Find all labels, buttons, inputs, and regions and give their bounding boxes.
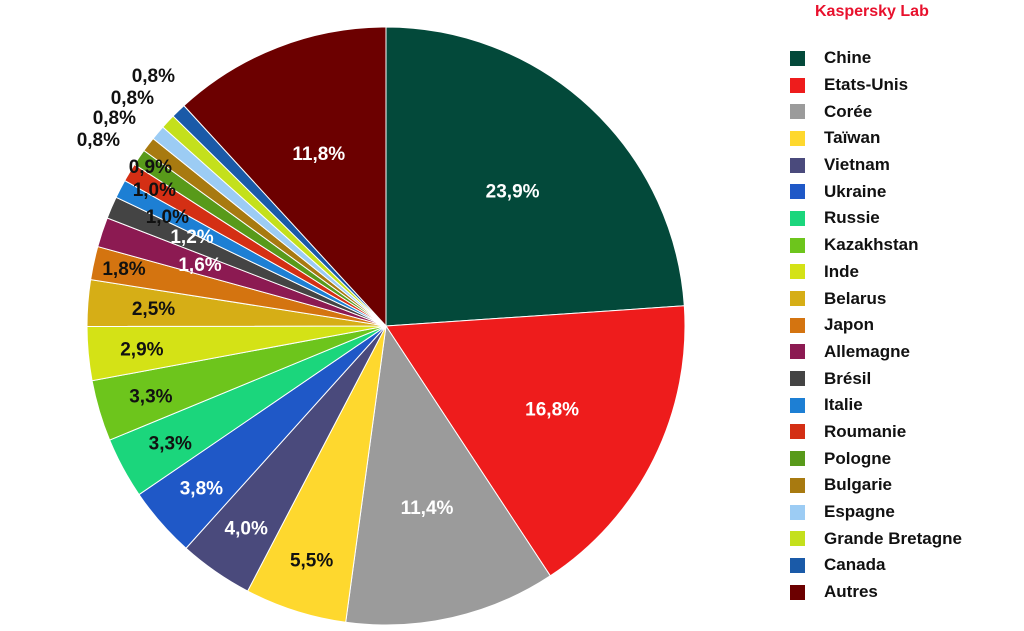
legend-label: Allemagne bbox=[824, 341, 910, 361]
legend-label: Pologne bbox=[824, 448, 892, 468]
legend-label: Belarus bbox=[824, 288, 887, 308]
legend-item: Taïwan bbox=[790, 125, 962, 152]
slice-value-label: 1,0% bbox=[133, 180, 176, 201]
legend-swatch bbox=[790, 397, 805, 413]
legend-label: Taïwan bbox=[824, 128, 881, 148]
legend-item: Espagne bbox=[790, 499, 962, 526]
legend-swatch bbox=[790, 130, 805, 146]
slice-value-label: 1,8% bbox=[102, 259, 145, 280]
legend-label: Inde bbox=[824, 261, 859, 281]
legend-item: Roumanie bbox=[790, 419, 962, 446]
slice-value-label: 4,0% bbox=[225, 518, 268, 539]
pie-slice bbox=[385, 305, 686, 577]
legend-swatch bbox=[790, 424, 805, 440]
legend-item: Etats-Unis bbox=[790, 72, 962, 99]
slice-value-label: 1,6% bbox=[178, 255, 221, 276]
legend-item: Pologne bbox=[790, 445, 962, 472]
legend-label: Brésil bbox=[824, 368, 872, 388]
slice-value-label: 0,8% bbox=[93, 108, 136, 129]
legend-item: Ukraine bbox=[790, 178, 962, 205]
slice-value-label: 16,8% bbox=[525, 399, 579, 420]
slice-value-label: 0,8% bbox=[132, 66, 175, 87]
legend-label: Autres bbox=[824, 582, 878, 602]
pie-slice bbox=[183, 26, 387, 328]
legend-label: Kazakhstan bbox=[824, 235, 919, 255]
legend-swatch bbox=[790, 451, 805, 467]
slice-value-label: 2,5% bbox=[132, 299, 175, 320]
legend-item: Allemagne bbox=[790, 339, 962, 366]
legend-item: Grande Bretagne bbox=[790, 525, 962, 552]
legend-swatch bbox=[790, 504, 805, 520]
slice-value-label: 0,8% bbox=[77, 130, 120, 151]
legend-swatch bbox=[790, 184, 805, 200]
legend-item: Corée bbox=[790, 98, 962, 125]
slice-value-label: 0,9% bbox=[129, 157, 172, 178]
legend-item: Vietnam bbox=[790, 152, 962, 179]
legend-swatch bbox=[790, 531, 805, 547]
slice-value-label: 1,0% bbox=[146, 207, 189, 228]
legend-swatch bbox=[790, 210, 805, 226]
slice-value-label: 11,8% bbox=[292, 144, 345, 165]
legend-swatch bbox=[790, 344, 805, 360]
legend-item: Bulgarie bbox=[790, 472, 962, 499]
legend-swatch bbox=[790, 104, 805, 120]
legend-item: Inde bbox=[790, 259, 962, 286]
slice-value-label: 5,5% bbox=[290, 551, 333, 572]
legend-item: Kazakhstan bbox=[790, 232, 962, 259]
legend-swatch bbox=[790, 557, 805, 573]
legend-item: Russie bbox=[790, 205, 962, 232]
legend-label: Bulgarie bbox=[824, 475, 893, 495]
legend-label: Russie bbox=[824, 208, 880, 228]
legend-swatch bbox=[790, 371, 805, 387]
brand-title: Kaspersky Lab bbox=[815, 3, 929, 20]
legend-swatch bbox=[790, 477, 805, 493]
legend-swatch bbox=[790, 264, 805, 280]
legend-label: Ukraine bbox=[824, 181, 887, 201]
legend-swatch bbox=[790, 584, 805, 600]
legend-swatch bbox=[790, 291, 805, 307]
legend-label: Vietnam bbox=[824, 155, 890, 175]
slice-value-label: 23,9% bbox=[486, 182, 540, 203]
legend-swatch bbox=[790, 157, 805, 173]
legend-label: Japon bbox=[824, 315, 875, 335]
pie-chart: 23,9% 16,8% 11,4% 5,5% 4,0%3,8% 3,3% 3,3% 2,9% 2… bbox=[77, 26, 686, 626]
slice-value-label: 2,9% bbox=[120, 340, 163, 361]
legend-swatch bbox=[790, 317, 805, 333]
slice-value-label: 3,8% bbox=[180, 478, 223, 499]
legend-item: Brésil bbox=[790, 365, 962, 392]
legend-item: Autres bbox=[790, 579, 962, 606]
slice-value-label: 11,4% bbox=[401, 498, 454, 519]
legend-swatch bbox=[790, 237, 805, 253]
legend-label: Espagne bbox=[824, 502, 895, 522]
slice-value-label: 0,8% bbox=[111, 88, 154, 109]
legend-label: Canada bbox=[824, 555, 886, 575]
legend-label: Roumanie bbox=[824, 421, 907, 441]
legend-swatch bbox=[790, 50, 805, 66]
slice-value-label: 3,3% bbox=[149, 434, 192, 455]
legend-label: Chine bbox=[824, 48, 872, 68]
legend-item: Belarus bbox=[790, 285, 962, 312]
legend-item: Japon bbox=[790, 312, 962, 339]
legend-item: Chine bbox=[790, 45, 962, 72]
legend-item: Canada bbox=[790, 552, 962, 579]
pie-slice bbox=[385, 26, 685, 327]
legend-label: Etats-Unis bbox=[824, 75, 909, 95]
legend-item: Italie bbox=[790, 392, 962, 419]
legend-label: Italie bbox=[824, 395, 863, 415]
legend-label: Grande Bretagne bbox=[824, 528, 962, 548]
legend-label: Corée bbox=[824, 101, 873, 121]
legend-swatch bbox=[790, 77, 805, 93]
slice-value-label: 1,2% bbox=[170, 227, 213, 248]
chart-legend: Chine Etats-Unis Corée Taïwan Vietnam Ukraine… bbox=[790, 45, 962, 605]
pie-slice bbox=[345, 324, 551, 626]
slice-value-label: 3,3% bbox=[129, 387, 172, 408]
